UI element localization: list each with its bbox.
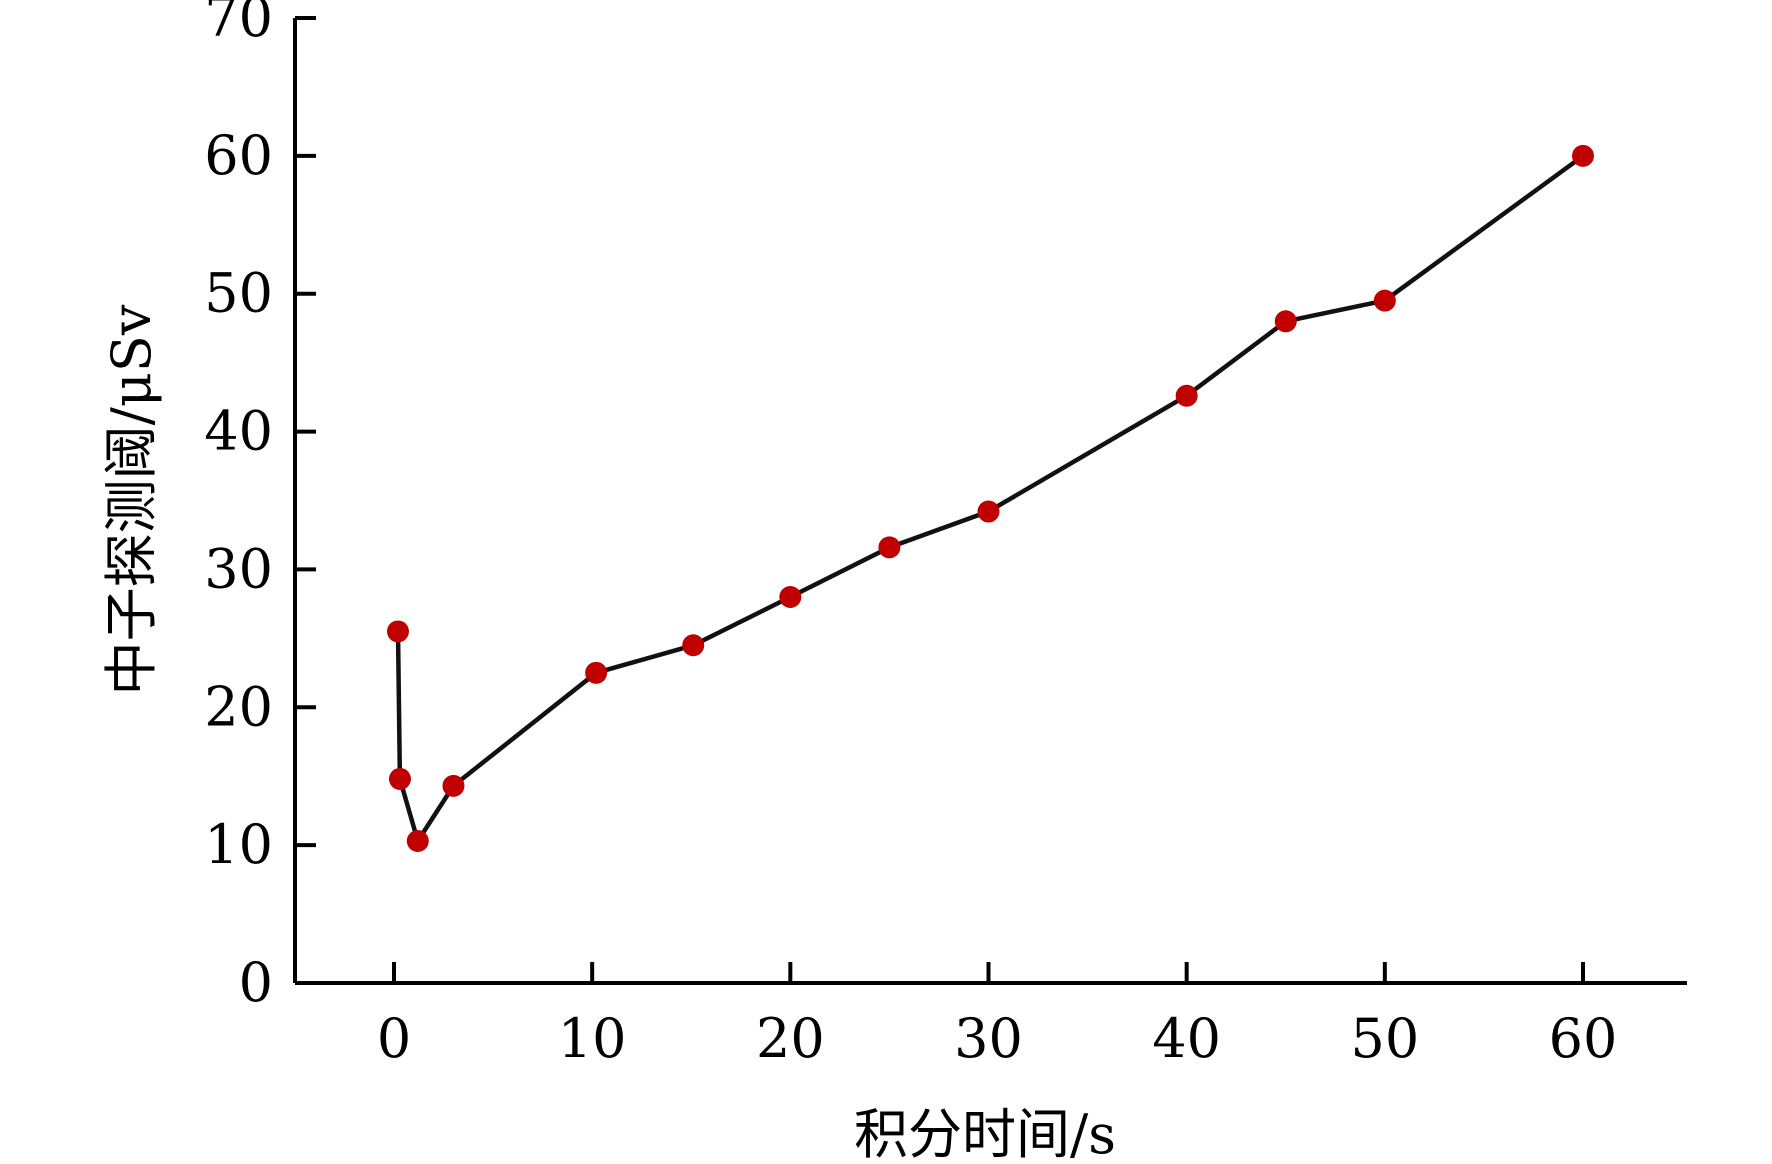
y-tick-label: 10 bbox=[204, 813, 273, 876]
y-tick-label: 70 bbox=[204, 0, 273, 49]
y-tick-label: 0 bbox=[239, 951, 273, 1014]
data-point bbox=[1175, 384, 1198, 407]
y-tick-label: 50 bbox=[204, 262, 273, 325]
x-axis-title: 积分时间/s bbox=[854, 1103, 1116, 1159]
data-point bbox=[1274, 310, 1297, 333]
x-tick-label: 0 bbox=[377, 1007, 411, 1070]
data-point bbox=[1373, 289, 1396, 312]
data-point bbox=[388, 767, 411, 790]
x-tick-label: 30 bbox=[954, 1007, 1023, 1070]
data-point bbox=[386, 620, 409, 643]
data-point bbox=[406, 830, 429, 853]
y-tick-label: 30 bbox=[204, 537, 273, 600]
y-tick-label: 60 bbox=[204, 124, 273, 187]
x-tick-label: 10 bbox=[558, 1007, 627, 1070]
y-axis-title: 中子探测阈/μSv bbox=[100, 304, 163, 695]
y-tick-label: 40 bbox=[204, 400, 273, 463]
x-tick-label: 20 bbox=[756, 1007, 825, 1070]
data-point bbox=[1572, 144, 1594, 167]
x-tick-label: 40 bbox=[1152, 1007, 1221, 1070]
x-tick-label: 60 bbox=[1549, 1007, 1618, 1070]
series bbox=[386, 144, 1594, 853]
y-tick-label: 20 bbox=[204, 675, 273, 738]
series-line bbox=[395, 153, 1586, 844]
data-point bbox=[878, 536, 901, 559]
ticks: 0 10 20 30 40 50 60 70 0 10 20 30 40 50 60 bbox=[204, 0, 1617, 1070]
data-point bbox=[779, 586, 802, 608]
data-point bbox=[442, 774, 465, 797]
x-tick-label: 50 bbox=[1350, 1007, 1419, 1070]
data-point bbox=[585, 661, 608, 684]
data-point bbox=[682, 634, 705, 657]
axes bbox=[293, 18, 1687, 985]
data-point bbox=[977, 500, 1000, 523]
axis-titles: 积分时间/s 中子探测阈/μSv bbox=[100, 304, 1116, 1164]
